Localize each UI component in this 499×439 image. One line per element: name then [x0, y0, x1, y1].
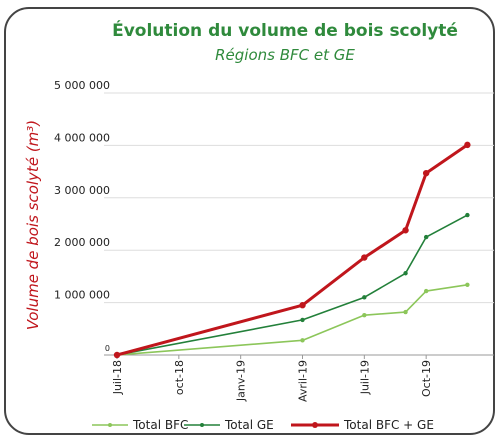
data-point [402, 227, 408, 233]
data-point [114, 352, 120, 358]
y-tick-label: 2 000 000 [54, 236, 110, 249]
legend-label: Total BFC + GE [343, 418, 434, 432]
data-point [464, 142, 470, 148]
data-point [361, 254, 367, 260]
data-point [465, 283, 469, 287]
legend-marker [312, 422, 318, 428]
y-tick-label: 0 [105, 344, 110, 353]
data-point [362, 295, 366, 299]
data-point [465, 213, 469, 217]
data-point [299, 302, 305, 308]
data-point [403, 271, 407, 275]
y-tick-label: 1 000 000 [54, 289, 110, 302]
x-tick-label: oct-18 [173, 360, 186, 395]
x-tick-label: Juil-19 [358, 360, 371, 395]
x-tick-label: Janv-19 [235, 360, 248, 402]
legend-label: Total GE [224, 418, 274, 432]
y-tick-label: 3 000 000 [54, 184, 110, 197]
data-point [423, 170, 429, 176]
chart-subtitle: Régions BFC et GE [215, 46, 355, 64]
data-point [300, 318, 304, 322]
y-tick-label: 5 000 000 [54, 79, 110, 92]
y-axis-label: Volume de bois scolyté (m³) [24, 120, 42, 330]
data-point [403, 310, 407, 314]
chart: Évolution du volume de bois scolyté Régi… [0, 0, 499, 439]
x-tick-label: Avril-19 [297, 360, 310, 402]
data-point [424, 289, 428, 293]
data-point [300, 338, 304, 342]
y-tick-label: 4 000 000 [54, 131, 110, 144]
legend-label: Total BFC [132, 418, 188, 432]
chart-title: Évolution du volume de bois scolyté [112, 19, 458, 41]
data-point [362, 313, 366, 317]
x-tick-label: Oct-19 [420, 360, 433, 397]
legend-marker [200, 423, 204, 427]
legend-marker [108, 423, 112, 427]
data-point [424, 235, 428, 239]
x-tick-label: Juil-18 [111, 360, 124, 395]
